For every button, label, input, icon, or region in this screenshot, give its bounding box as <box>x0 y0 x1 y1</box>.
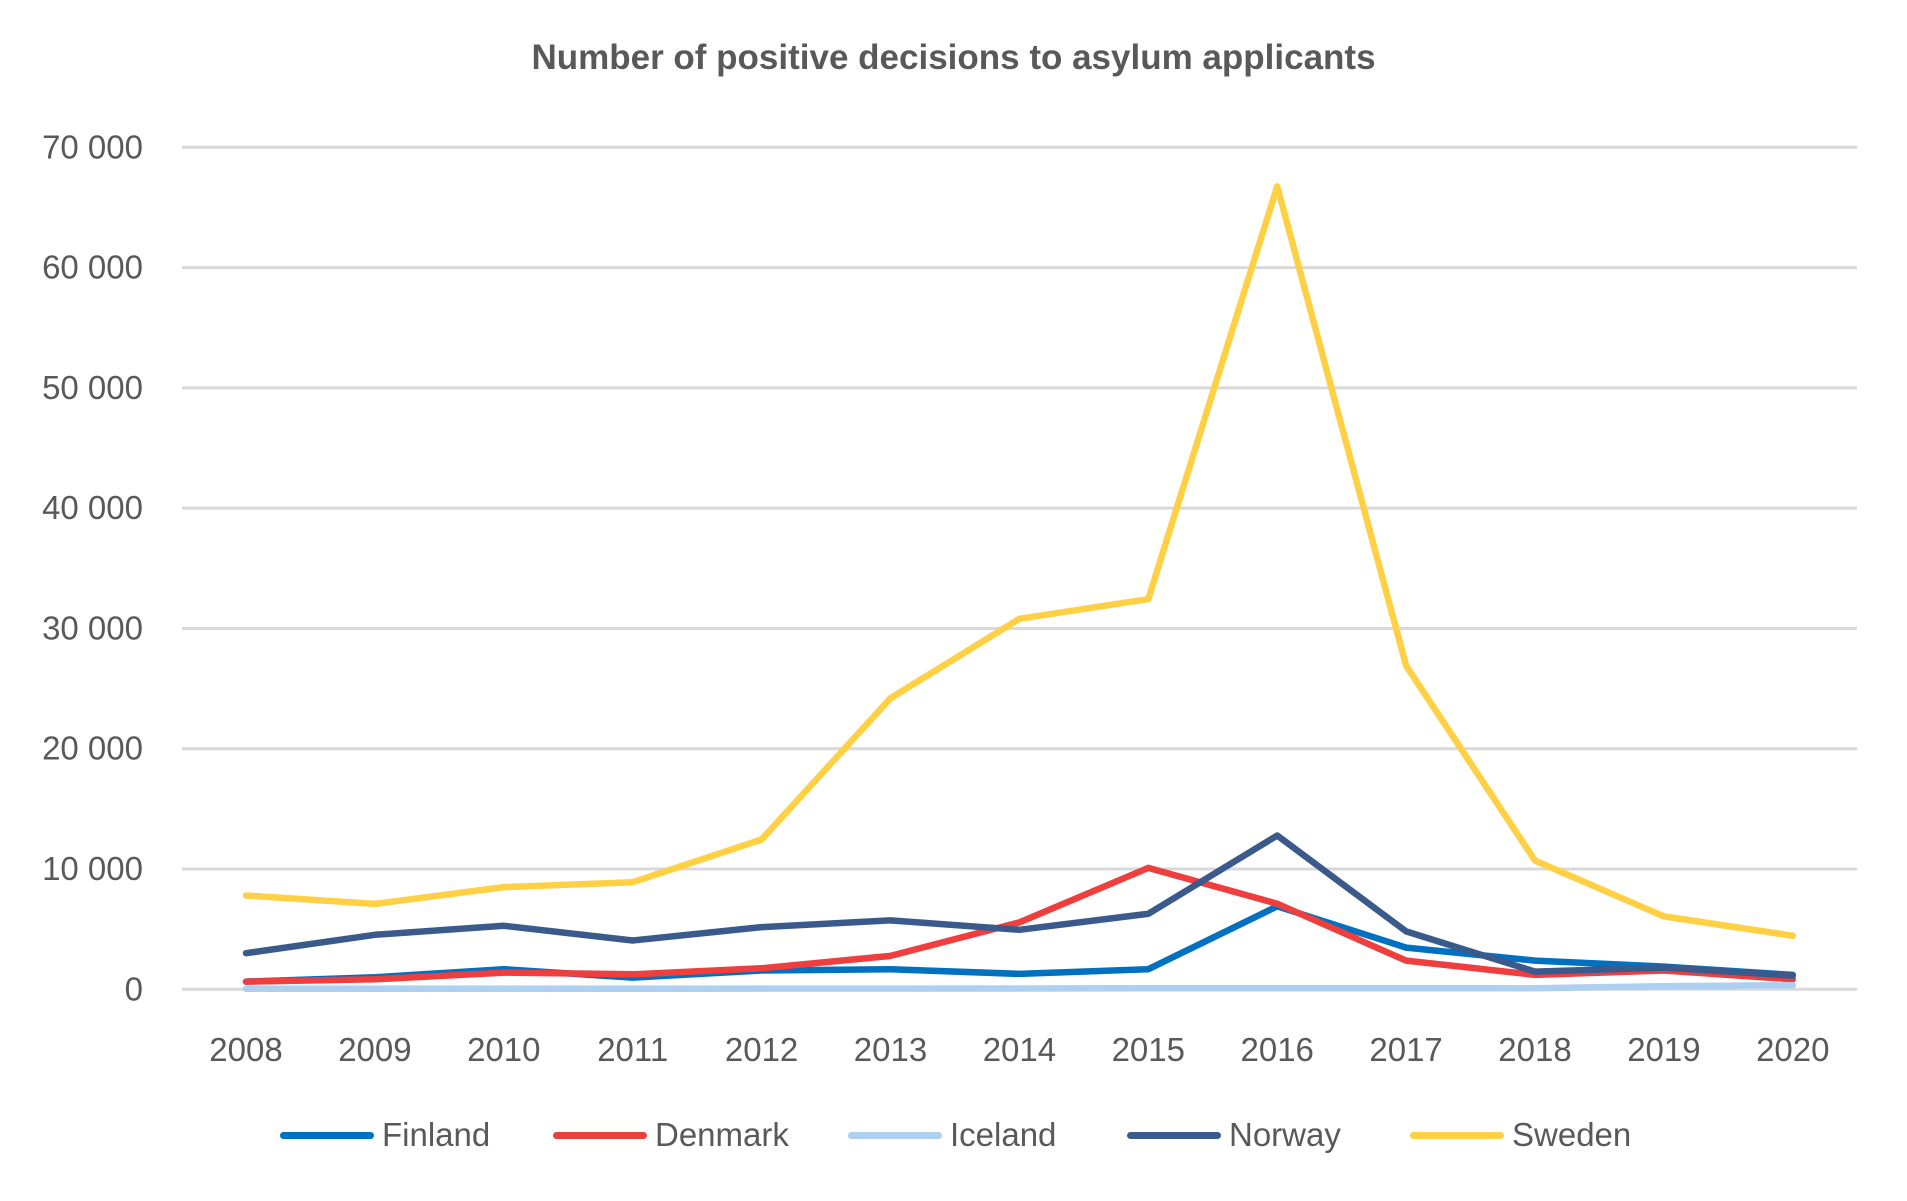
series-line-finland <box>242 903 1797 985</box>
y-tick-label: 50 000 <box>42 369 143 406</box>
x-tick-label: 2010 <box>467 1031 540 1068</box>
y-axis-ticks: 0 10 000 20 000 30 000 40 000 50 000 60 000 70 … <box>42 128 143 1007</box>
x-tick-label: 2009 <box>338 1031 411 1068</box>
legend-swatch <box>553 1131 647 1139</box>
series-line-sweden <box>242 183 1797 940</box>
y-tick-label: 60 000 <box>42 249 143 286</box>
x-tick-label: 2013 <box>854 1031 927 1068</box>
series-lines <box>242 183 1797 992</box>
y-tick-label: 10 000 <box>42 850 143 887</box>
series-line-norway <box>242 832 1797 979</box>
y-tick-label: 30 000 <box>42 609 143 646</box>
legend-swatch <box>1127 1131 1221 1139</box>
x-tick-label: 2017 <box>1369 1031 1442 1068</box>
x-tick-label: 2018 <box>1498 1031 1571 1068</box>
x-tick-label: 2008 <box>209 1031 282 1068</box>
series-line-denmark <box>242 864 1797 985</box>
legend-item-iceland: Iceland <box>848 1112 1056 1158</box>
y-tick-label: 0 <box>125 970 143 1007</box>
legend-swatch <box>280 1131 374 1139</box>
legend-swatch <box>848 1131 942 1139</box>
legend-item-denmark: Denmark <box>553 1112 789 1158</box>
legend-label: Finland <box>382 1116 491 1153</box>
x-tick-label: 2011 <box>597 1031 668 1068</box>
x-tick-label: 2014 <box>983 1031 1056 1068</box>
legend-item-norway: Norway <box>1127 1112 1341 1158</box>
legend-item-sweden: Sweden <box>1410 1112 1631 1158</box>
y-tick-label: 20 000 <box>42 730 143 767</box>
x-tick-label: 2016 <box>1240 1031 1313 1068</box>
legend-label: Iceland <box>950 1116 1057 1153</box>
y-tick-label: 40 000 <box>42 489 143 526</box>
legend-label: Sweden <box>1512 1116 1632 1153</box>
x-tick-label: 2012 <box>725 1031 798 1068</box>
y-tick-label: 70 000 <box>42 128 143 165</box>
x-tick-label: 2020 <box>1756 1031 1829 1068</box>
legend-swatch <box>1410 1131 1504 1139</box>
legend-label: Denmark <box>655 1116 789 1153</box>
chart-title: Number of positive decisions to asylum a… <box>531 38 1376 77</box>
gridlines <box>182 145 1857 991</box>
legend: Finland Denmark Iceland Norway Sweden <box>0 1112 1907 1158</box>
series-line-iceland <box>242 981 1797 992</box>
x-axis-ticks: 2008 2009 2010 2011 2012 2013 2014 2015 2016 2017… <box>209 1031 1829 1068</box>
legend-label: Norway <box>1229 1116 1341 1153</box>
x-tick-label: 2015 <box>1112 1031 1185 1068</box>
x-tick-label: 2019 <box>1627 1031 1700 1068</box>
legend-item-finland: Finland <box>280 1112 490 1158</box>
